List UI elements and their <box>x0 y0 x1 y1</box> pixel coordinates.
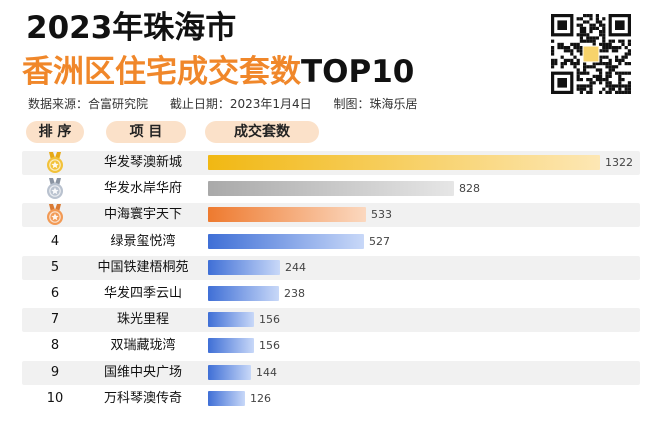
qr-code-icon <box>551 14 631 94</box>
rank-number: 9 <box>50 365 60 380</box>
rank-number: 10 <box>46 391 64 406</box>
title-line-2-orange: 香洲区住宅成交套数 <box>22 54 301 90</box>
value-label: 533 <box>371 208 392 221</box>
bar <box>208 181 454 196</box>
bar <box>208 286 279 301</box>
value-label: 238 <box>284 287 305 300</box>
project-name: 华发水岸华府 <box>103 181 182 196</box>
meta-maker: 制图：珠海乐居 <box>333 97 418 111</box>
project-name: 中海寰宇天下 <box>103 207 182 222</box>
project-name: 中国铁建梧桐苑 <box>97 260 189 275</box>
title-line-1: 2023年珠海市 <box>26 10 237 46</box>
rank-number: 5 <box>50 260 60 275</box>
gold-medal-icon <box>43 151 67 175</box>
value-label: 828 <box>459 182 480 195</box>
project-name: 绿景玺悦湾 <box>110 234 176 249</box>
silver-medal-icon <box>43 177 67 201</box>
project-name: 双瑞藏珑湾 <box>110 338 176 353</box>
value-label: 527 <box>369 235 390 248</box>
value-label: 126 <box>250 392 271 405</box>
bar <box>208 155 600 170</box>
bar <box>208 338 254 353</box>
bar <box>208 391 245 406</box>
rank-number: 6 <box>50 286 60 301</box>
bar <box>208 207 366 222</box>
table-row <box>22 361 640 385</box>
value-label: 244 <box>285 261 306 274</box>
bar <box>208 365 251 380</box>
header-project: 项 目 <box>106 121 186 143</box>
meta-info: 数据来源：合富研究院 截止日期：2023年1月4日 制图：珠海乐居 <box>28 95 436 113</box>
title-line-2-black: TOP10 <box>301 54 415 90</box>
table-row <box>22 256 640 280</box>
header-rank: 排 序 <box>26 121 84 143</box>
rank-number: 7 <box>50 312 60 327</box>
value-label: 144 <box>256 366 277 379</box>
value-label: 156 <box>259 313 280 326</box>
project-name: 华发琴澳新城 <box>103 155 182 170</box>
title-line-2: 香洲区住宅成交套数TOP10 <box>22 52 414 92</box>
header-count: 成交套数 <box>205 121 319 143</box>
bar <box>208 234 364 249</box>
bar <box>208 312 254 327</box>
bronze-medal-icon <box>43 203 67 227</box>
project-name: 华发四季云山 <box>103 286 182 301</box>
value-label: 1322 <box>605 156 633 169</box>
project-name: 珠光里程 <box>116 312 169 327</box>
project-name: 万科琴澳传奇 <box>103 391 182 406</box>
meta-source: 数据来源：合富研究院 <box>28 97 149 111</box>
rank-number: 4 <box>50 234 60 249</box>
value-label: 156 <box>259 339 280 352</box>
meta-date: 截止日期：2023年1月4日 <box>169 97 312 111</box>
project-name: 国维中央广场 <box>103 365 182 380</box>
bar <box>208 260 280 275</box>
table-row <box>22 308 640 332</box>
rank-number: 8 <box>50 338 60 353</box>
